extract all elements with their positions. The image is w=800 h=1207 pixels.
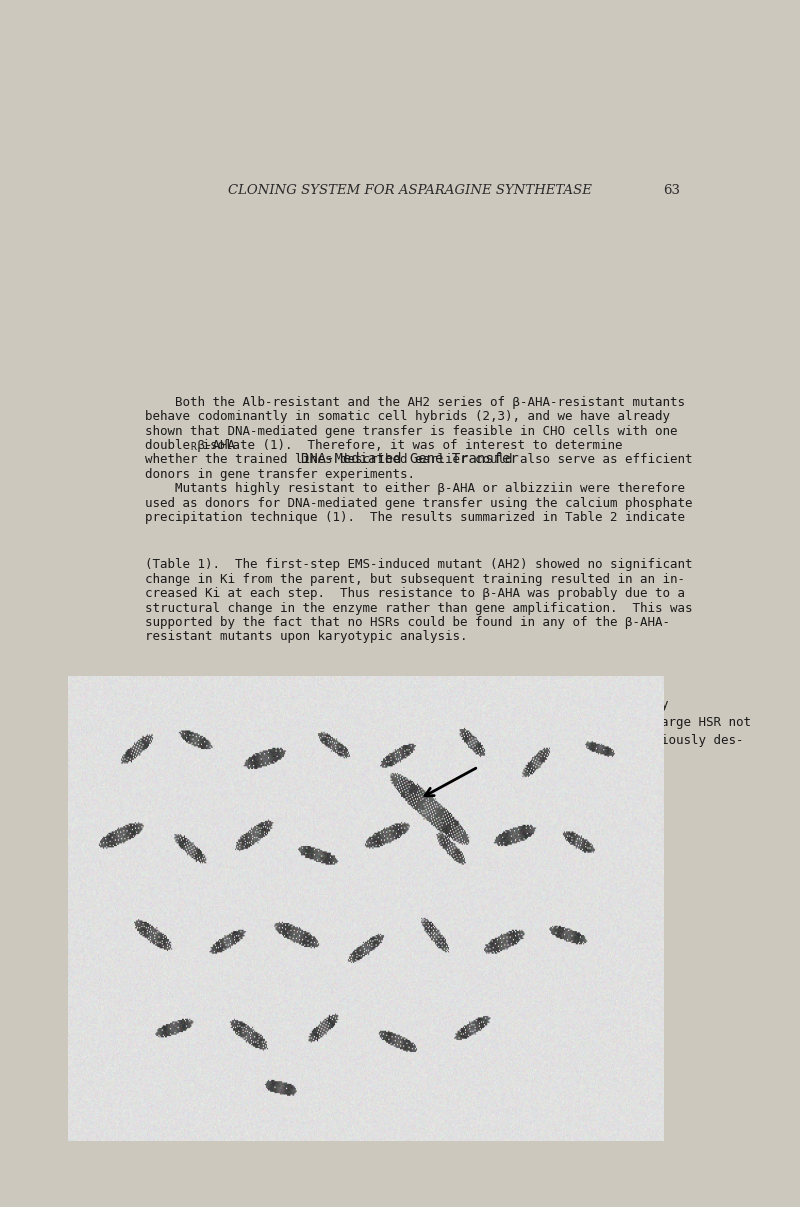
Text: donors in gene transfer experiments.: donors in gene transfer experiments.	[145, 468, 414, 480]
Text: isolate (1).  Therefore, it was of interest to determine: isolate (1). Therefore, it was of intere…	[194, 439, 622, 451]
Text: precipitation technique (1).  The results summarized in Table 2 indicate: precipitation technique (1). The results…	[145, 511, 685, 524]
Text: Mutants highly resistant to either β-AHA or albizziin were therefore: Mutants highly resistant to either β-AHA…	[145, 483, 685, 495]
Text: change in Ki from the parent, but subsequent training resulted in an in-: change in Ki from the parent, but subseq…	[145, 573, 685, 585]
Text: DNA-Mediated Gene Transfer: DNA-Mediated Gene Transfer	[301, 451, 519, 466]
Text: FIGURE 2.: FIGURE 2.	[145, 698, 212, 711]
Text: creased Ki at each step.  Thus resistance to β-AHA was probably due to a: creased Ki at each step. Thus resistance…	[145, 588, 685, 600]
Text: (Table 1).  The first-step EMS-induced mutant (AH2) showed no significant: (Table 1). The first-step EMS-induced mu…	[145, 559, 692, 571]
Text: behave codominantly in somatic cell hybrids (2,3), and we have already: behave codominantly in somatic cell hybr…	[145, 410, 670, 424]
Text: whether the trained lines described earlier could also serve as efficient: whether the trained lines described earl…	[145, 454, 692, 466]
Text: supported by the fact that no HSRs could be found in any of the β-AHA-: supported by the fact that no HSRs could…	[145, 616, 670, 629]
Text: Trypsin-Giemsa banded spread of the chromosomes of the highly
resistant alb¯ tra: Trypsin-Giemsa banded spread of the chro…	[196, 698, 751, 765]
Text: CLONING SYSTEM FOR ASPARAGINE SYNTHETASE: CLONING SYSTEM FOR ASPARAGINE SYNTHETASE	[228, 183, 592, 197]
Text: R: R	[190, 442, 197, 451]
Text: structural change in the enzyme rather than gene amplification.  This was: structural change in the enzyme rather t…	[145, 601, 692, 614]
Text: 63: 63	[662, 183, 680, 197]
Text: resistant mutants upon karyotypic analysis.: resistant mutants upon karyotypic analys…	[145, 630, 467, 643]
Text: double β-AHA: double β-AHA	[145, 439, 234, 451]
Text: used as donors for DNA-mediated gene transfer using the calcium phosphate: used as donors for DNA-mediated gene tra…	[145, 496, 692, 509]
Text: shown that DNA-mediated gene transfer is feasible in CHO cells with one: shown that DNA-mediated gene transfer is…	[145, 425, 677, 438]
Text: Both the Alb-resistant and the AH2 series of β-AHA-resistant mutants: Both the Alb-resistant and the AH2 serie…	[145, 396, 685, 409]
